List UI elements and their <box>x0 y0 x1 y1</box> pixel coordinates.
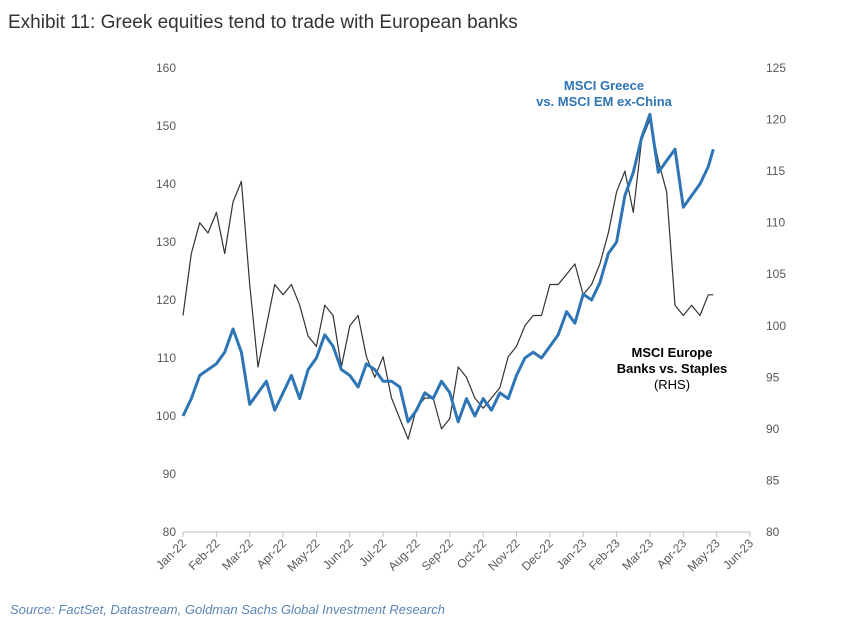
y-tick-label: 110 <box>157 351 176 365</box>
x-tick-label: Jan-22 <box>153 536 189 572</box>
x-tick-label: Dec-22 <box>519 536 556 573</box>
x-tick-label: Mar-22 <box>219 536 256 573</box>
annotation: MSCI Europe <box>632 345 713 360</box>
y2-tick-label: 105 <box>766 267 786 281</box>
annotation: vs. MSCI EM ex-China <box>536 94 673 109</box>
y2-tick-label: 115 <box>766 164 785 178</box>
x-tick-label: May-23 <box>685 536 723 574</box>
y2-tick-label: 100 <box>766 319 786 333</box>
annotation: MSCI Greece <box>564 78 644 93</box>
x-tick-label: Feb-22 <box>186 536 223 573</box>
y-tick-label: 140 <box>156 177 176 191</box>
y-tick-label: 90 <box>163 467 177 481</box>
y-tick-label: 120 <box>156 293 176 307</box>
y2-tick-label: 80 <box>766 525 780 539</box>
x-tick-label: Nov-22 <box>485 536 522 573</box>
annotation: (RHS) <box>654 377 690 392</box>
y-tick-label: 150 <box>156 119 176 133</box>
y2-tick-label: 120 <box>766 113 786 127</box>
y-tick-label: 130 <box>156 235 176 249</box>
y-tick-label: 100 <box>156 409 176 423</box>
chart-title: Exhibit 11: Greek equities tend to trade… <box>8 12 518 33</box>
x-tick-label: Sep-22 <box>419 536 456 573</box>
y2-tick-label: 95 <box>766 370 780 384</box>
y2-tick-label: 110 <box>766 216 785 230</box>
y2-tick-label: 85 <box>766 473 780 487</box>
x-tick-label: Jun-22 <box>320 536 356 572</box>
annotation: Banks vs. Staples <box>617 361 728 376</box>
x-tick-label: Jun-23 <box>720 536 756 572</box>
y-tick-label: 80 <box>163 525 177 539</box>
x-tick-label: Jul-22 <box>356 536 389 569</box>
x-tick-label: Apr-22 <box>254 536 290 572</box>
y2-tick-label: 125 <box>766 61 786 75</box>
y2-tick-label: 90 <box>766 422 780 436</box>
x-tick-label: Aug-22 <box>385 536 422 573</box>
y-tick-label: 160 <box>156 61 176 75</box>
x-tick-label: Mar-23 <box>619 536 656 573</box>
x-tick-label: Oct-22 <box>454 536 490 572</box>
x-tick-label: Apr-23 <box>654 536 690 572</box>
x-tick-label: Feb-23 <box>586 536 623 573</box>
x-tick-label: Jan-23 <box>554 536 590 572</box>
x-tick-label: May-22 <box>284 536 322 574</box>
source: Source: FactSet, Datastream, Goldman Sac… <box>10 602 445 617</box>
series-line <box>181 112 715 424</box>
